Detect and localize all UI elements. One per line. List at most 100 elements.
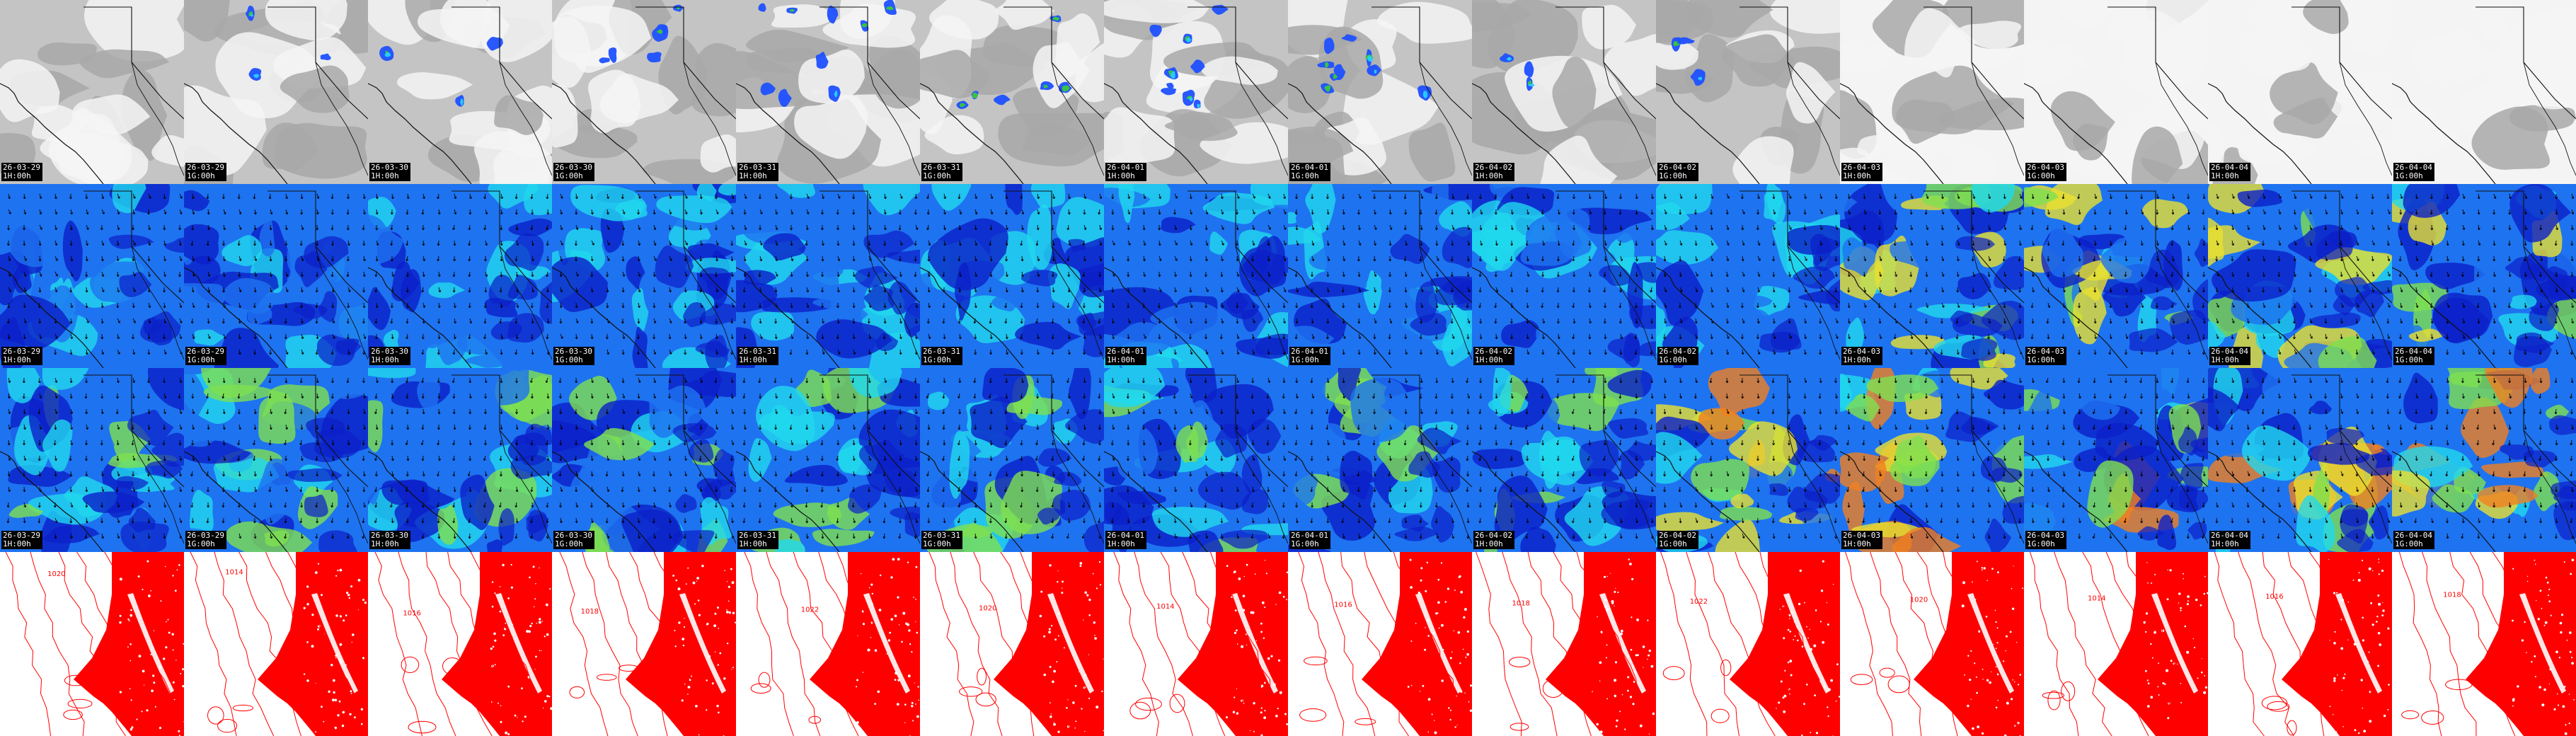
timestamp-label: 26-04-03 1G:00h <box>2025 531 2066 549</box>
map-tile-wind-low-5: 26-03-31 1H:00h <box>736 184 920 368</box>
wind-high-map <box>0 368 184 552</box>
timestamp-hour: 1G:00h <box>2395 539 2423 548</box>
timestamp-date: 26-03-31 <box>923 531 960 540</box>
timestamp-label: 26-04-02 1G:00h <box>1657 163 1698 181</box>
map-tile-clouds-precip-14: 26-04-04 1G:00h <box>2392 0 2576 184</box>
timestamp-label: 26-03-31 1G:00h <box>921 347 962 365</box>
timestamp-hour: 1G:00h <box>923 171 951 180</box>
wind-high-map <box>2392 368 2576 552</box>
isobar-label: 1016 <box>403 609 420 617</box>
clouds-precip-map <box>552 0 736 184</box>
timestamp-date: 26-03-31 <box>923 163 960 172</box>
timestamp-date: 26-03-29 <box>3 163 40 172</box>
timestamp-hour: 1H:00h <box>371 539 399 548</box>
timestamp-label: 26-04-01 1G:00h <box>1289 347 1330 365</box>
timestamp-hour: 1H:00h <box>1843 171 1871 180</box>
timestamp-label: 26-03-30 1H:00h <box>369 163 410 181</box>
timestamp-date: 26-03-31 <box>923 347 960 356</box>
map-tile-wind-low-8: 26-04-01 1G:00h <box>1288 184 1472 368</box>
map-tile-pressure-2: 1014 <box>184 552 368 736</box>
timestamp-date: 26-03-30 <box>555 531 592 540</box>
timestamp-date: 26-03-30 <box>555 347 592 356</box>
timestamp-label: 26-04-01 1H:00h <box>1105 163 1146 181</box>
timestamp-date: 26-04-01 <box>1107 531 1144 540</box>
timestamp-label: 26-04-04 1G:00h <box>2393 163 2434 181</box>
timestamp-hour: 1G:00h <box>2027 171 2055 180</box>
pressure-map: 1020 <box>920 552 1104 736</box>
timestamp-label: 26-04-02 1H:00h <box>1473 347 1514 365</box>
timestamp-date: 26-03-30 <box>371 531 408 540</box>
timestamp-hour: 1H:00h <box>739 539 767 548</box>
map-tile-clouds-precip-8: 26-04-01 1G:00h <box>1288 0 1472 184</box>
timestamp-hour: 1G:00h <box>2395 355 2423 364</box>
timestamp-date: 26-04-02 <box>1475 163 1512 172</box>
map-tile-wind-low-12: 26-04-03 1G:00h <box>2024 184 2208 368</box>
map-tile-pressure-3: 1016 <box>368 552 552 736</box>
isobar-label: 1014 <box>225 569 243 577</box>
map-tile-pressure-13: 1016 <box>2208 552 2392 736</box>
map-tile-clouds-precip-6: 26-03-31 1G:00h <box>920 0 1104 184</box>
timestamp-hour: 1G:00h <box>2027 539 2055 548</box>
timestamp-label: 26-04-04 1H:00h <box>2209 531 2250 549</box>
timestamp-date: 26-03-29 <box>187 531 224 540</box>
map-tile-wind-high-14: 26-04-04 1G:00h <box>2392 368 2576 552</box>
timestamp-hour: 1H:00h <box>2211 171 2239 180</box>
map-tile-wind-low-7: 26-04-01 1H:00h <box>1104 184 1288 368</box>
timestamp-date: 26-04-01 <box>1291 163 1328 172</box>
timestamp-label: 26-03-29 1H:00h <box>1 347 42 365</box>
wind-low-map <box>1288 184 1472 368</box>
timestamp-hour: 1G:00h <box>1291 171 1319 180</box>
timestamp-date: 26-04-01 <box>1107 347 1144 356</box>
timestamp-date: 26-04-02 <box>1659 347 1696 356</box>
timestamp-label: 26-04-02 1G:00h <box>1657 531 1698 549</box>
wind-low-map <box>1656 184 1840 368</box>
clouds-precip-map <box>184 0 368 184</box>
timestamp-date: 26-04-02 <box>1475 347 1512 356</box>
map-tile-wind-high-1: 26-03-29 1H:00h <box>0 368 184 552</box>
timestamp-hour: 1H:00h <box>371 355 399 364</box>
timestamp-hour: 1H:00h <box>2211 539 2239 548</box>
wind-low-map <box>736 184 920 368</box>
map-tile-clouds-precip-3: 26-03-30 1H:00h <box>368 0 552 184</box>
clouds-precip-map <box>0 0 184 184</box>
pressure-map: 1014 <box>1104 552 1288 736</box>
timestamp-date: 26-04-03 <box>1843 347 1880 356</box>
timestamp-date: 26-04-03 <box>2027 347 2064 356</box>
timestamp-date: 26-04-04 <box>2211 163 2248 172</box>
wind-high-map <box>736 368 920 552</box>
timestamp-date: 26-04-04 <box>2395 163 2432 172</box>
timestamp-date: 26-04-04 <box>2395 531 2432 540</box>
timestamp-date: 26-04-02 <box>1659 531 1696 540</box>
timestamp-date: 26-03-31 <box>739 531 776 540</box>
clouds-precip-map <box>1104 0 1288 184</box>
timestamp-label: 26-03-31 1G:00h <box>921 163 962 181</box>
timestamp-date: 26-03-30 <box>371 163 408 172</box>
timestamp-date: 26-04-03 <box>1843 531 1880 540</box>
timestamp-hour: 1H:00h <box>3 539 31 548</box>
pressure-map: 1018 <box>1472 552 1656 736</box>
pressure-map: 1022 <box>1656 552 1840 736</box>
map-tile-clouds-precip-10: 26-04-02 1G:00h <box>1656 0 1840 184</box>
clouds-precip-map <box>1288 0 1472 184</box>
timestamp-label: 26-04-01 1G:00h <box>1289 163 1330 181</box>
map-tile-pressure-4: 1018 <box>552 552 736 736</box>
clouds-precip-map <box>2208 0 2392 184</box>
map-tile-clouds-precip-5: 26-03-31 1H:00h <box>736 0 920 184</box>
timestamp-hour: 1G:00h <box>923 539 951 548</box>
timestamp-label: 26-03-29 1G:00h <box>185 347 226 365</box>
timestamp-date: 26-04-04 <box>2211 347 2248 356</box>
map-tile-wind-low-6: 26-03-31 1G:00h <box>920 184 1104 368</box>
clouds-precip-map <box>2392 0 2576 184</box>
wind-low-map <box>2392 184 2576 368</box>
map-tile-wind-low-14: 26-04-04 1G:00h <box>2392 184 2576 368</box>
timestamp-label: 26-04-01 1H:00h <box>1105 531 1146 549</box>
timestamp-date: 26-03-29 <box>187 163 224 172</box>
clouds-precip-map <box>368 0 552 184</box>
wind-high-map <box>1656 368 1840 552</box>
map-tile-pressure-11: 1020 <box>1840 552 2024 736</box>
wind-high-map <box>1472 368 1656 552</box>
map-tile-clouds-precip-9: 26-04-02 1H:00h <box>1472 0 1656 184</box>
map-tile-pressure-12: 1014 <box>2024 552 2208 736</box>
clouds-precip-map <box>1840 0 2024 184</box>
map-tile-clouds-precip-2: 26-03-29 1G:00h <box>184 0 368 184</box>
